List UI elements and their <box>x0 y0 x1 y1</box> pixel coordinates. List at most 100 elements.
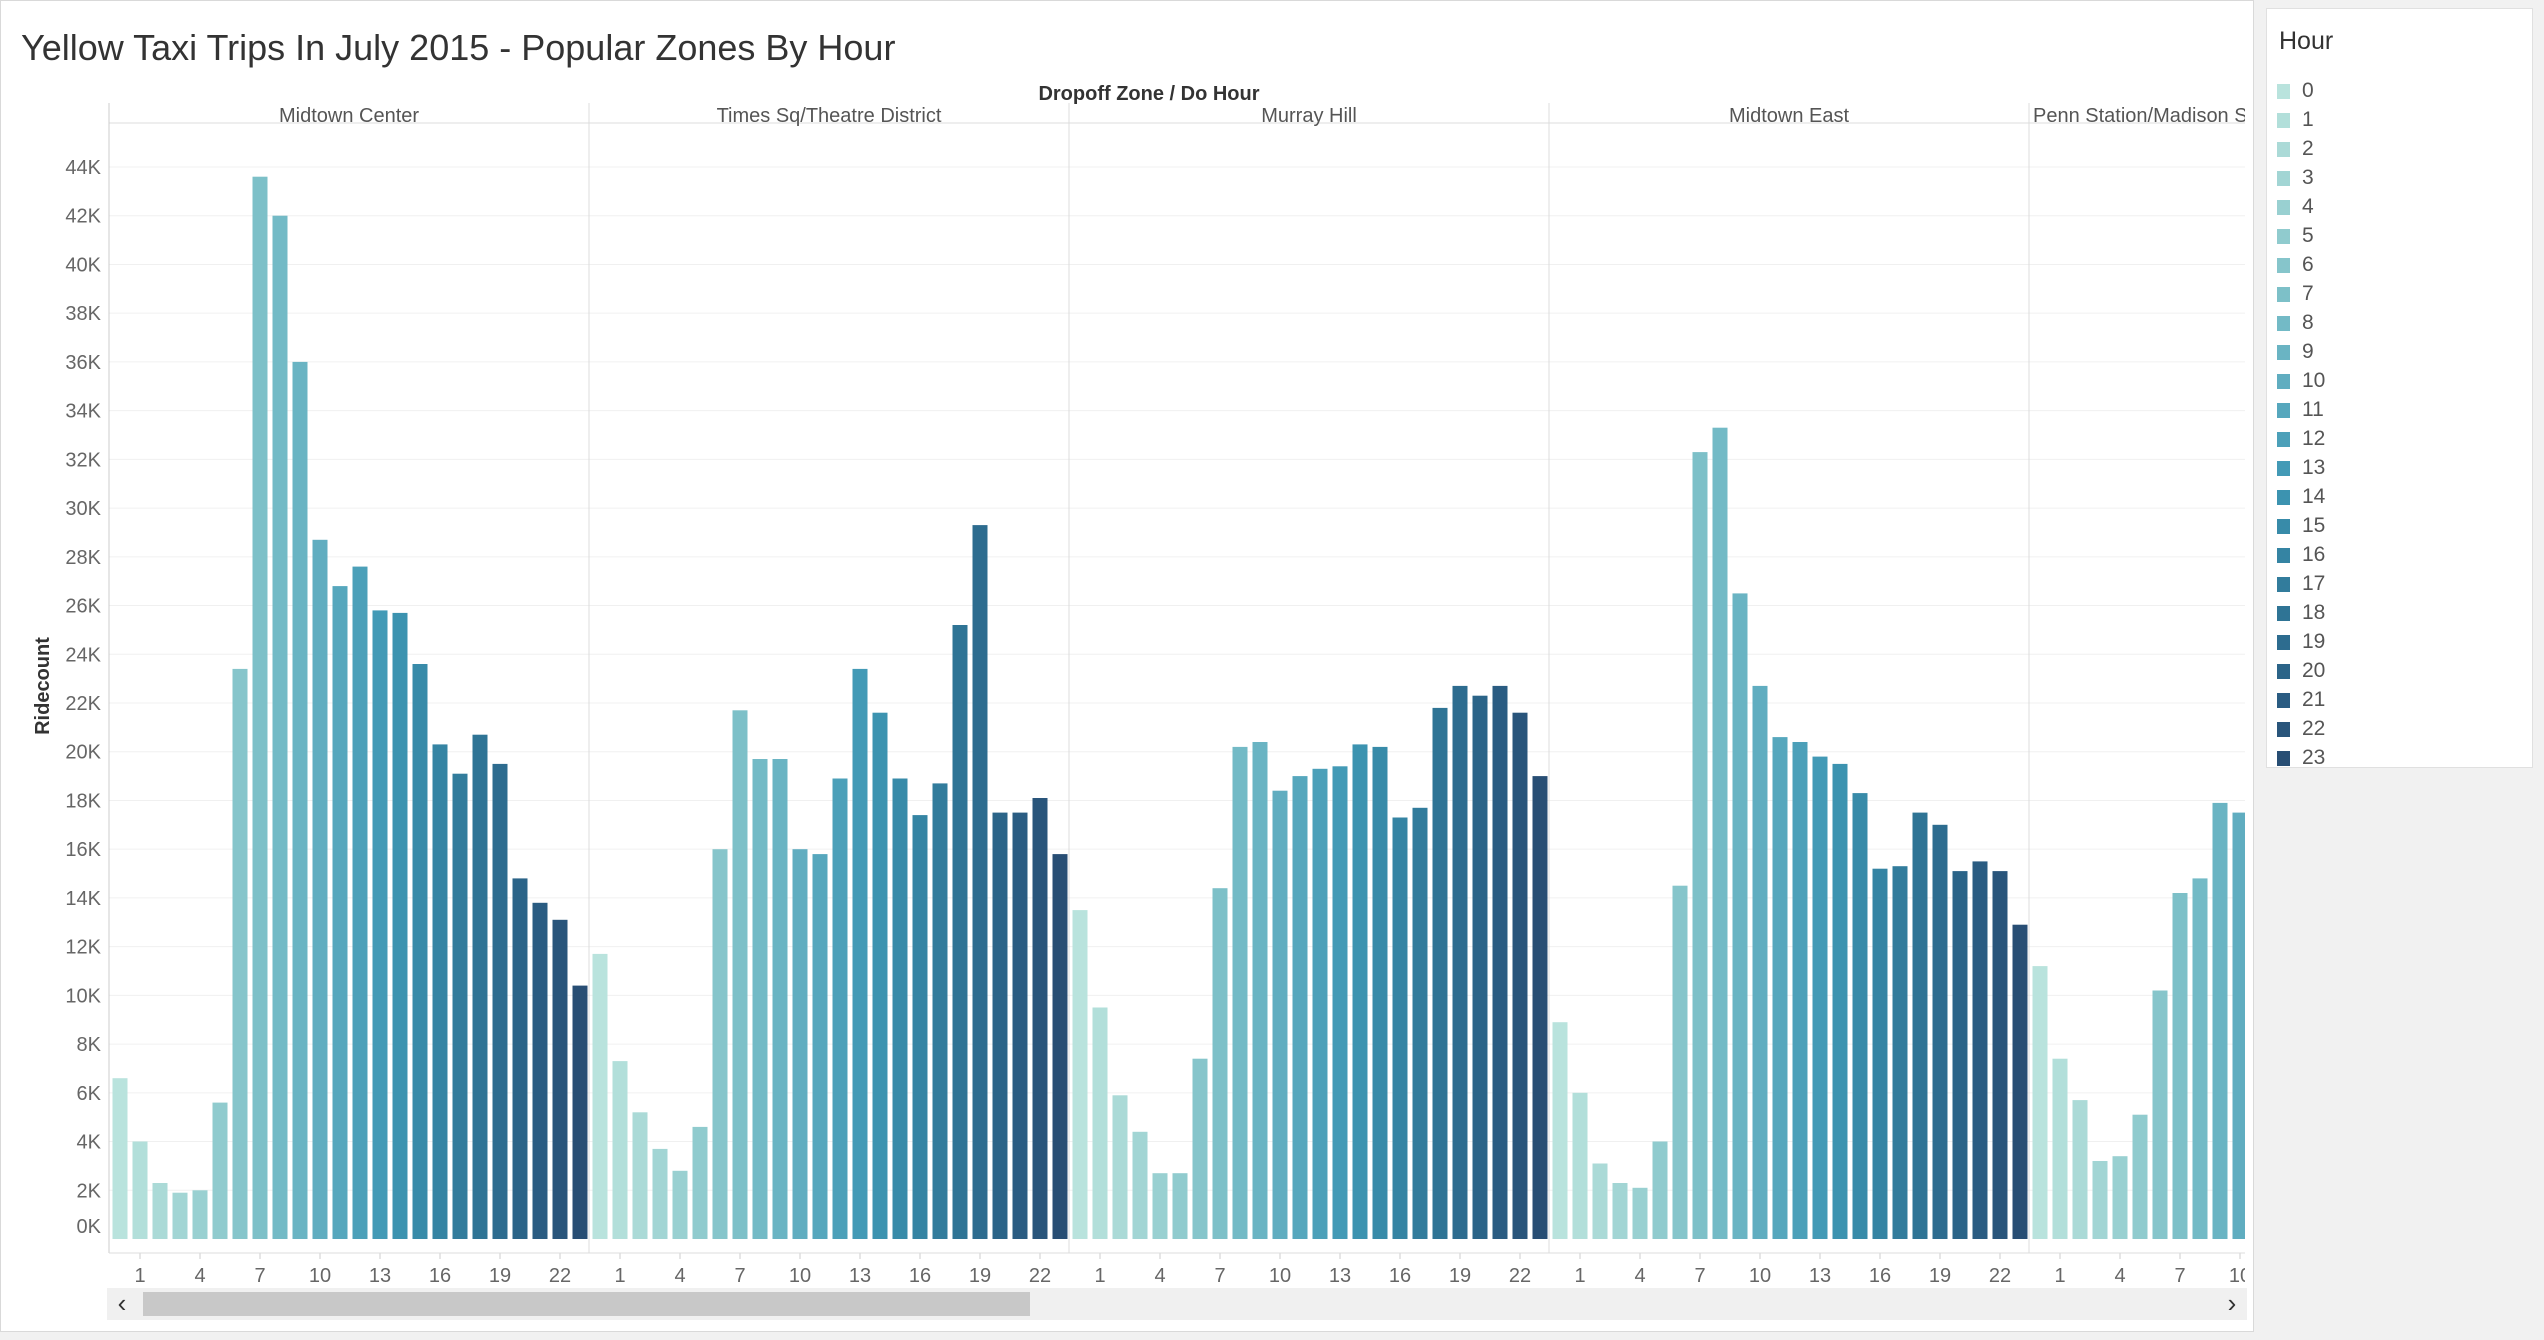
bar <box>1712 427 1728 1239</box>
y-tick-label: 44K <box>65 157 101 179</box>
legend-item-18[interactable]: 18 <box>2277 599 2325 627</box>
bar <box>1472 695 1488 1239</box>
legend-item-8[interactable]: 8 <box>2277 309 2314 337</box>
legend-item-21[interactable]: 21 <box>2277 686 2325 714</box>
x-tick-label: 7 <box>1214 1265 1225 1287</box>
legend-label: 15 <box>2302 514 2326 537</box>
legend-item-14[interactable]: 14 <box>2277 483 2325 511</box>
horizontal-scrollbar[interactable]: ‹ › <box>107 1288 2247 1320</box>
y-tick-label: 0K <box>77 1216 102 1238</box>
legend-item-19[interactable]: 19 <box>2277 628 2325 656</box>
x-tick-label: 16 <box>1389 1265 1411 1287</box>
bar <box>1552 1022 1568 1239</box>
legend-swatch <box>2277 547 2290 563</box>
x-tick-label: 19 <box>1929 1265 1951 1287</box>
legend-item-9[interactable]: 9 <box>2277 338 2314 366</box>
legend-label: 7 <box>2302 282 2314 305</box>
legend-label: 10 <box>2302 369 2326 392</box>
bar <box>1772 737 1788 1239</box>
bar <box>1192 1058 1208 1239</box>
bar <box>152 1183 168 1239</box>
legend-label: 13 <box>2302 456 2326 479</box>
legend-item-15[interactable]: 15 <box>2277 512 2325 540</box>
legend-label: 9 <box>2302 340 2314 363</box>
x-tick-label: 10 <box>1269 1265 1291 1287</box>
legend-label: 8 <box>2302 311 2314 334</box>
bar <box>2232 812 2245 1239</box>
legend-label: 21 <box>2302 688 2326 711</box>
x-tick-label: 7 <box>2174 1265 2185 1287</box>
legend-item-5[interactable]: 5 <box>2277 222 2314 250</box>
legend-item-1[interactable]: 1 <box>2277 106 2314 134</box>
legend-item-20[interactable]: 20 <box>2277 657 2325 685</box>
legend-item-11[interactable]: 11 <box>2277 396 2324 424</box>
legend-item-6[interactable]: 6 <box>2277 251 2314 279</box>
bar <box>472 734 488 1239</box>
x-tick-label: 7 <box>734 1265 745 1287</box>
bar <box>772 759 788 1239</box>
legend-swatch <box>2277 257 2290 273</box>
legend-item-23[interactable]: 23 <box>2277 744 2325 772</box>
legend-item-16[interactable]: 16 <box>2277 541 2325 569</box>
scroll-right-icon[interactable]: › <box>2227 1288 2237 1318</box>
bar <box>192 1190 208 1239</box>
bar <box>612 1061 628 1239</box>
panel-header-label: Midtown East <box>1729 105 1849 127</box>
bar <box>2192 878 2208 1239</box>
legend-swatch <box>2277 228 2290 244</box>
bar <box>712 849 728 1239</box>
legend-label: 6 <box>2302 253 2314 276</box>
legend-item-13[interactable]: 13 <box>2277 454 2325 482</box>
y-tick-label: 30K <box>65 498 101 520</box>
bar <box>332 586 348 1239</box>
legend-swatch <box>2277 199 2290 215</box>
bar <box>412 664 428 1239</box>
x-tick-label: 22 <box>1989 1265 2011 1287</box>
scroll-left-icon[interactable]: ‹ <box>117 1288 127 1318</box>
legend-item-12[interactable]: 12 <box>2277 425 2325 453</box>
y-tick-label: 8K <box>77 1034 102 1056</box>
legend-swatch <box>2277 286 2290 302</box>
bar <box>1592 1163 1608 1239</box>
x-tick-label: 16 <box>429 1265 451 1287</box>
bar <box>532 902 548 1239</box>
bar <box>572 985 588 1239</box>
bar <box>1692 452 1708 1240</box>
x-tick-label: 10 <box>789 1265 811 1287</box>
legend-item-7[interactable]: 7 <box>2277 280 2314 308</box>
bar <box>832 778 848 1239</box>
legend-item-10[interactable]: 10 <box>2277 367 2325 395</box>
legend-item-22[interactable]: 22 <box>2277 715 2325 743</box>
bar <box>1032 798 1048 1239</box>
x-tick-label: 10 <box>1749 1265 1771 1287</box>
bar <box>1912 812 1928 1239</box>
bar <box>512 878 528 1239</box>
bar <box>172 1192 188 1239</box>
bar <box>492 763 508 1239</box>
bar <box>1112 1095 1128 1239</box>
legend-item-0[interactable]: 0 <box>2277 77 2314 105</box>
legend-swatch <box>2277 721 2290 737</box>
bar <box>1872 868 1888 1239</box>
legend-item-2[interactable]: 2 <box>2277 135 2314 163</box>
bar <box>2112 1156 2128 1239</box>
panel-2: Times Sq/Theatre District 1 4 7 10 13 16 19 22 <box>588 103 1068 1287</box>
bar <box>1492 685 1508 1239</box>
x-tick-label: 4 <box>2114 1265 2125 1287</box>
legend-item-4[interactable]: 4 <box>2277 193 2314 221</box>
y-tick-label: 10K <box>65 985 101 1007</box>
bar <box>692 1126 708 1239</box>
legend-item-3[interactable]: 3 <box>2277 164 2314 192</box>
legend-label: 16 <box>2302 543 2326 566</box>
bar <box>312 539 328 1239</box>
legend-item-17[interactable]: 17 <box>2277 570 2325 598</box>
bar <box>2152 990 2168 1239</box>
legend-swatch <box>2277 344 2290 360</box>
scrollbar-thumb[interactable] <box>143 1292 1030 1316</box>
bar <box>352 566 368 1239</box>
bar <box>592 953 608 1239</box>
bar <box>552 919 568 1239</box>
bar <box>992 812 1008 1239</box>
legend-swatch <box>2277 750 2290 766</box>
x-tick-label: 16 <box>909 1265 931 1287</box>
